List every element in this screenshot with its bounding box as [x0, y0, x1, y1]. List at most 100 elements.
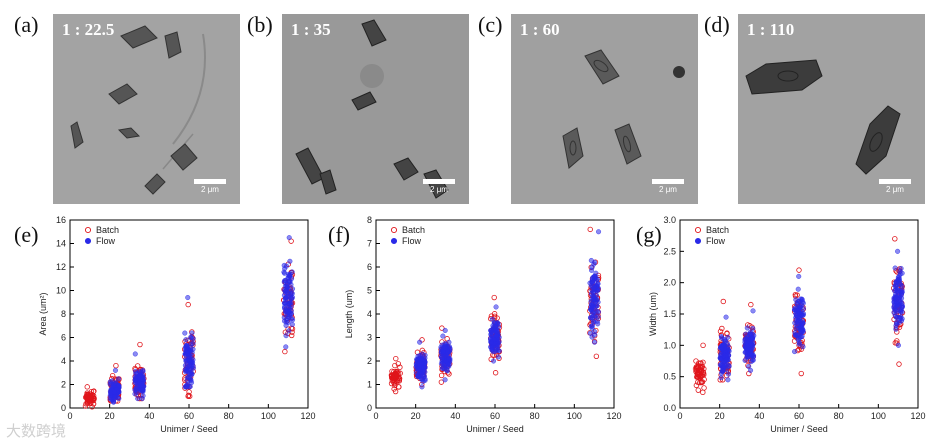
y-tick-label: 4 [367, 309, 372, 319]
batch-point [694, 364, 701, 371]
flow-point [588, 315, 594, 321]
flow-point [743, 331, 749, 337]
flow-point [595, 285, 601, 291]
flow-point [595, 281, 601, 287]
batch-point [185, 392, 192, 399]
chart-area: 0 20 40 60 80 100 120 0 2 4 6 8 10 12 14 16 Unimer / See… [38, 215, 316, 434]
batch-point [83, 394, 90, 400]
panel-label-g: (g) [636, 222, 662, 247]
x-tick-label: 0 [677, 411, 682, 421]
batch-point [396, 375, 403, 382]
flow-point [417, 361, 423, 367]
flow-point [590, 300, 596, 306]
y-tick-label: 10 [56, 286, 66, 296]
legend-marker [694, 237, 702, 245]
flow-point [595, 321, 601, 327]
batch-point [84, 399, 91, 406]
flow-point [720, 368, 726, 374]
tem-micrograph-c [511, 14, 698, 204]
flow-point [285, 319, 291, 325]
batch-point [88, 399, 94, 406]
flow-point [892, 265, 898, 271]
flow-point [590, 319, 596, 325]
flow-point [725, 377, 731, 383]
y-tick-label: 16 [56, 215, 66, 225]
batch-point [892, 236, 898, 242]
flow-point [793, 325, 799, 331]
flow-point [897, 271, 903, 277]
y-tick-label: 4 [61, 356, 66, 366]
chart-length: 0 20 40 60 80 100 120 0 1 2 3 4 5 6 7 8 Unimer / Seed Len… [344, 215, 622, 434]
y-tick-label: 2.0 [663, 278, 676, 288]
legend-marker [84, 237, 92, 245]
batch-point [84, 384, 90, 390]
flow-point [718, 361, 724, 367]
panel-label-e: (e) [14, 222, 39, 247]
batch-point [109, 372, 116, 379]
batch-point [393, 372, 399, 379]
flow-point [725, 341, 731, 347]
flow-point [799, 321, 805, 327]
flow-point [800, 312, 806, 318]
batch-point [392, 362, 398, 369]
flow-point [132, 391, 138, 397]
flow-point [185, 295, 191, 301]
flow-point [591, 328, 597, 334]
flow-point [132, 377, 138, 383]
batch-point [439, 325, 445, 331]
x-axis-label: Unimer / Seed [160, 424, 218, 434]
flow-point [287, 258, 293, 264]
flow-point [288, 292, 294, 298]
batch-point [491, 294, 497, 301]
flow-point [283, 263, 289, 269]
flow-point [750, 325, 756, 331]
flow-point [588, 257, 594, 263]
legend-marker [390, 226, 398, 234]
y-tick-label: 8 [367, 215, 372, 225]
batch-point [696, 367, 702, 373]
legend-label: Batch [706, 225, 729, 235]
flow-point [493, 304, 499, 310]
y-tick-label: 0.0 [663, 403, 676, 413]
panel-label-c: (c) [478, 12, 503, 37]
x-tick-label: 60 [794, 411, 804, 421]
flow-point [421, 368, 427, 374]
y-tick-label: 1.0 [663, 340, 676, 350]
flow-point [140, 367, 146, 373]
flow-point [898, 265, 904, 271]
batch-point [695, 374, 701, 381]
batch-point [389, 375, 396, 381]
y-tick-label: 0 [61, 403, 66, 413]
flow-point [896, 314, 902, 320]
flow-point [718, 375, 724, 381]
flow-point [895, 342, 901, 348]
flow-point [140, 376, 146, 382]
flow-point [491, 358, 497, 364]
legend-label: Batch [402, 225, 425, 235]
flow-point [417, 339, 423, 345]
flow-point [284, 281, 290, 287]
x-tick-label: 0 [67, 411, 72, 421]
flow-point [115, 376, 121, 382]
flow-point [414, 356, 420, 362]
y-axis-label: Length (um) [344, 290, 354, 339]
flow-point [493, 333, 499, 339]
flow-point [132, 351, 138, 357]
batch-point [396, 384, 402, 390]
flow-point [185, 369, 191, 375]
flow-point [796, 273, 802, 279]
flow-point [744, 325, 750, 331]
flow-point [420, 379, 426, 385]
flow-point [895, 248, 901, 254]
flow-point [795, 286, 801, 292]
flow-point [140, 393, 146, 399]
flow-point [797, 304, 803, 310]
batch-point [282, 348, 288, 355]
batch-point [693, 382, 700, 389]
watermark: 大数跨境 [6, 422, 67, 440]
panel-label-d: (d) [704, 12, 730, 37]
y-tick-label: 14 [56, 239, 66, 249]
batch-point [700, 342, 706, 349]
x-tick-label: 20 [715, 411, 725, 421]
batch-point [90, 393, 97, 399]
